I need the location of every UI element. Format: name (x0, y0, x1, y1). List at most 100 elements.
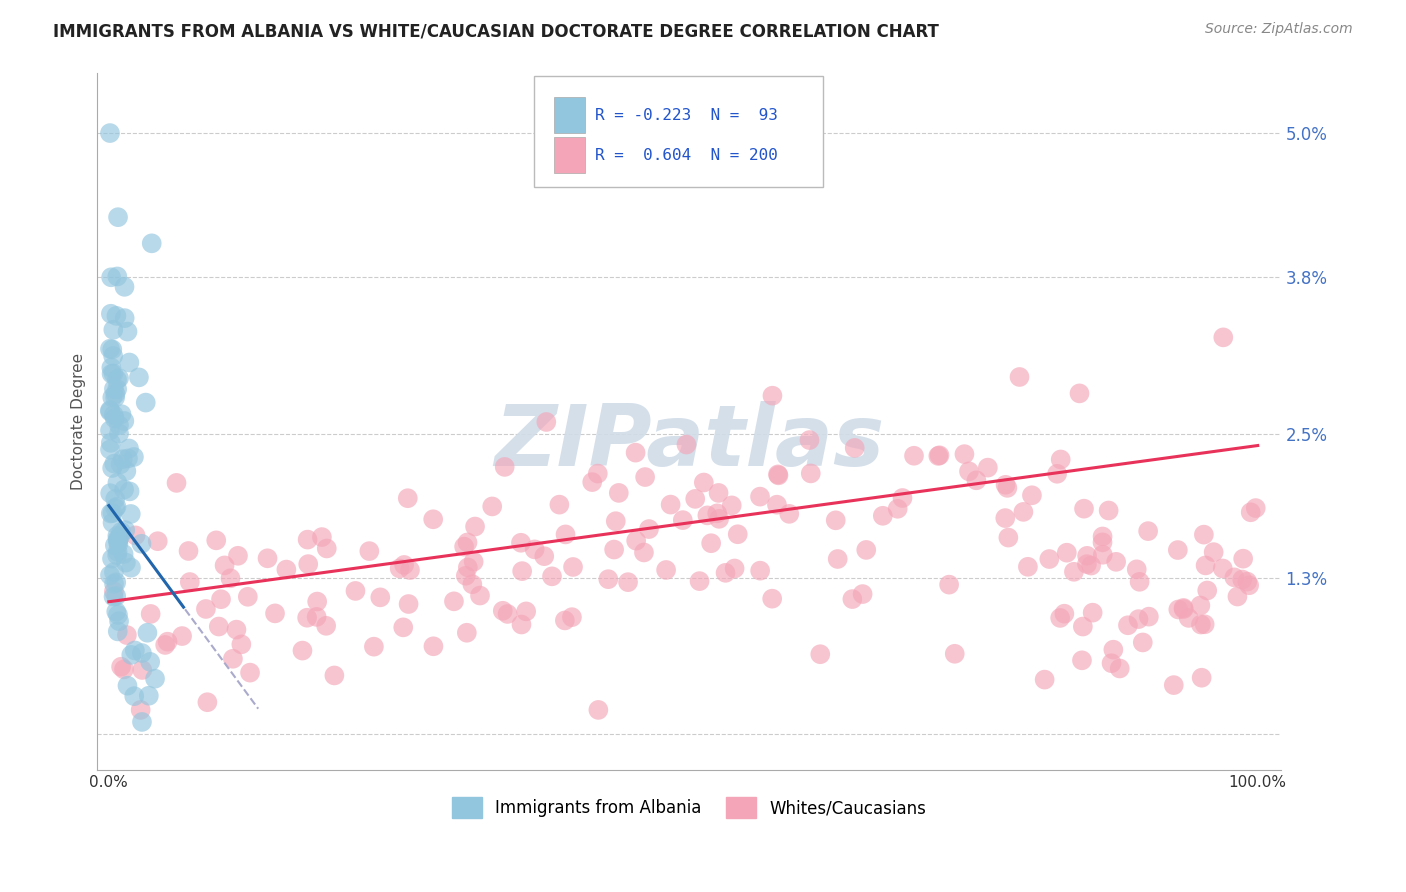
Point (844, 441, 866, 455)
Point (124, 643, 146, 657)
Point (166, 475, 188, 490)
Point (891, 491, 914, 505)
Point (197, 695, 219, 709)
Point (194, 602, 217, 616)
Point (533, 549, 555, 564)
Point (323, 668, 346, 682)
Point (841, 592, 863, 607)
Point (136, 625, 159, 640)
Point (1033, 673, 1056, 687)
Point (396, 491, 419, 506)
Point (1128, 612, 1150, 626)
Point (586, 467, 609, 481)
Point (388, 561, 411, 575)
Point (98, 442, 121, 457)
Point (457, 535, 479, 549)
Point (239, 665, 262, 680)
Point (1008, 370, 1031, 384)
Point (98, 486, 121, 500)
Point (118, 484, 141, 499)
Point (98, 568, 121, 582)
Point (156, 634, 179, 648)
Point (129, 703, 152, 717)
Point (98, 403, 121, 417)
Point (107, 534, 129, 549)
Point (105, 309, 128, 323)
Point (953, 447, 976, 461)
Point (108, 530, 131, 544)
Point (457, 560, 479, 574)
Point (675, 437, 697, 451)
Point (104, 387, 127, 401)
Point (103, 590, 125, 604)
Point (800, 467, 823, 481)
Point (624, 445, 647, 459)
Point (598, 572, 620, 586)
Point (1049, 452, 1071, 467)
Point (494, 459, 516, 474)
Point (222, 652, 245, 666)
Point (1102, 642, 1125, 657)
Point (1226, 590, 1249, 604)
Point (98, 126, 121, 140)
Point (344, 583, 367, 598)
Point (100, 435, 122, 450)
Point (101, 461, 124, 475)
Point (1173, 601, 1195, 615)
Point (107, 210, 129, 224)
Point (105, 500, 128, 514)
Point (872, 508, 894, 523)
Point (103, 565, 125, 579)
Point (105, 382, 128, 396)
Text: R = -0.223  N =  93: R = -0.223 N = 93 (595, 108, 778, 122)
Point (1038, 552, 1060, 566)
Point (276, 563, 298, 577)
Point (122, 450, 145, 464)
Point (1197, 583, 1219, 598)
Point (588, 703, 610, 717)
Point (363, 640, 385, 654)
Point (105, 605, 128, 619)
Point (1116, 618, 1139, 632)
Point (297, 557, 319, 571)
Point (1194, 617, 1216, 632)
Point (101, 516, 124, 530)
Point (231, 637, 253, 651)
Point (1167, 602, 1189, 616)
Point (1076, 549, 1098, 563)
Point (131, 646, 153, 660)
Point (607, 486, 630, 500)
Point (689, 574, 711, 588)
Point (368, 591, 391, 605)
Point (110, 457, 132, 471)
Point (104, 391, 127, 405)
Point (179, 575, 201, 590)
Point (103, 382, 125, 396)
Point (291, 643, 314, 657)
Point (311, 530, 333, 544)
Point (315, 619, 337, 633)
Point (103, 576, 125, 591)
Point (927, 449, 949, 463)
Point (105, 269, 128, 284)
Point (422, 512, 444, 526)
Point (101, 506, 124, 520)
Point (120, 507, 142, 521)
Point (120, 648, 142, 662)
Point (139, 655, 162, 669)
Point (110, 407, 132, 421)
Point (117, 451, 139, 466)
Point (634, 470, 657, 484)
Point (105, 548, 128, 562)
Point (208, 619, 231, 633)
Point (562, 560, 585, 574)
Point (115, 556, 138, 570)
Point (1137, 609, 1160, 624)
Point (112, 662, 135, 676)
Point (307, 594, 329, 608)
Point (104, 411, 127, 425)
Point (226, 549, 249, 563)
Point (101, 343, 124, 357)
Point (1189, 617, 1212, 632)
Point (720, 499, 742, 513)
